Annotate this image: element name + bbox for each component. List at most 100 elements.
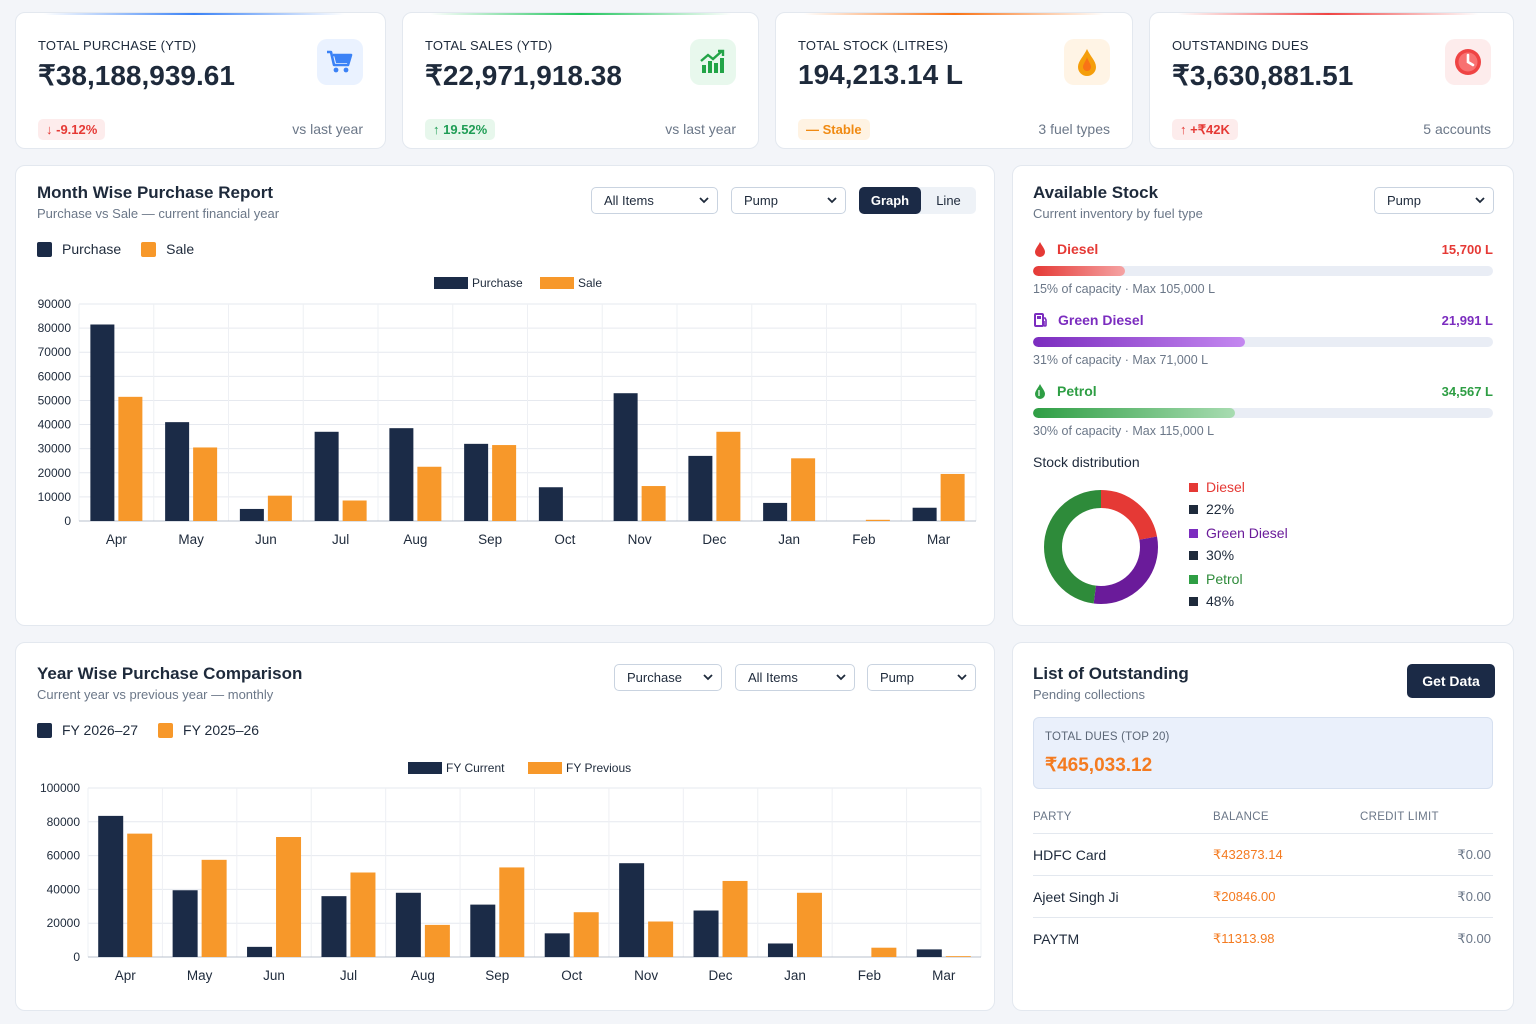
dist-legend-petrol: Petrol xyxy=(1189,571,1243,587)
bar-sale xyxy=(118,396,143,521)
x-tick-label: Sep xyxy=(478,532,502,547)
x-tick-label: Nov xyxy=(628,532,652,547)
kpi-note: 5 accounts xyxy=(1423,121,1491,137)
fuel-pump-icon xyxy=(1034,313,1047,327)
y-tick-label: 10000 xyxy=(38,490,72,504)
graph-toggle-button[interactable]: Graph xyxy=(859,187,921,214)
month-purchase-chart: 0 10000 20000 30000 40000 50000 60000 70000 8000… xyxy=(38,276,977,547)
chevron-down-icon xyxy=(957,674,967,681)
column-header-credit-limit: CREDIT LIMIT xyxy=(1360,811,1439,823)
chevron-down-icon xyxy=(827,197,837,204)
bar-sale xyxy=(865,519,890,521)
outstanding-panel: List of Outstanding Pending collections … xyxy=(1012,642,1514,1011)
bar-purchase xyxy=(763,502,788,521)
chart-legend: Purchase Sale xyxy=(37,241,194,257)
y-tick-label: 80000 xyxy=(47,815,81,829)
kpi-label: OUTSTANDING DUES xyxy=(1172,38,1309,53)
month-purchase-panel: Month Wise Purchase Report Purchase vs S… xyxy=(15,165,995,626)
bar-sale xyxy=(641,486,666,521)
table-row[interactable]: Ajeet Singh Ji ₹20846.00 ₹0.00 xyxy=(1033,875,1493,917)
x-tick-label: Jun xyxy=(255,532,277,547)
bar-fy-previous xyxy=(276,837,302,957)
stock-distribution-donut xyxy=(1044,490,1158,604)
pump-select[interactable]: Pump xyxy=(1374,187,1494,214)
bar-fy-current xyxy=(619,863,645,957)
y-tick-label: 20000 xyxy=(47,916,81,930)
panel-title: Available Stock xyxy=(1033,183,1159,202)
clock-icon xyxy=(1445,39,1491,85)
panel-title: List of Outstanding xyxy=(1033,664,1189,683)
year-comparison-chart: 0 20000 40000 60000 80000 100000 Apr May Jun Jul A… xyxy=(40,761,982,983)
kpi-card-total-sales: TOTAL SALES (YTD) ₹22,971,918.38 ↑ 19.52… xyxy=(402,12,759,149)
bar-fy-previous xyxy=(796,892,822,957)
bar-fy-previous xyxy=(499,867,525,957)
line-toggle-button[interactable]: Line xyxy=(936,193,961,208)
kpi-value: ₹3,630,881.51 xyxy=(1172,60,1354,91)
x-tick-label: Oct xyxy=(561,968,582,983)
x-tick-label: Apr xyxy=(106,532,128,547)
x-tick-label: Jul xyxy=(332,532,349,547)
available-stock-panel: Available Stock Current inventory by fue… xyxy=(1012,165,1514,626)
cart-icon xyxy=(317,39,363,85)
pump-select[interactable]: Pump xyxy=(731,187,846,214)
x-tick-label: Jan xyxy=(784,968,806,983)
kpi-note: vs last year xyxy=(292,121,363,137)
y-tick-label: 100000 xyxy=(40,781,80,795)
kpi-value: 194,213.14 L xyxy=(798,59,964,90)
x-tick-label: Feb xyxy=(858,968,881,983)
x-tick-label: Sep xyxy=(485,968,509,983)
y-tick-label: 60000 xyxy=(38,369,72,383)
bar-fy-current xyxy=(544,933,570,957)
fuel-value: 21,991 L xyxy=(1441,313,1493,328)
y-tick-label: 80000 xyxy=(38,321,72,335)
kpi-card-total-purchase: TOTAL PURCHASE (YTD) ₹38,188,939.61 ↓ -9… xyxy=(15,12,386,149)
y-tick-label: 90000 xyxy=(38,297,72,311)
bar-fy-current xyxy=(395,892,421,957)
y-tick-label: 0 xyxy=(73,950,80,964)
bar-sale xyxy=(342,500,367,521)
bar-fy-current xyxy=(767,943,793,957)
bar-purchase xyxy=(613,393,638,521)
leaf-drop-icon xyxy=(1035,384,1045,399)
items-select[interactable]: All Items xyxy=(591,187,718,214)
kpi-note: 3 fuel types xyxy=(1038,121,1110,137)
fuel-name-green-diesel: Green Diesel xyxy=(1033,312,1144,328)
fuel-name-petrol: Petrol xyxy=(1033,383,1097,399)
bar-purchase xyxy=(314,431,339,521)
bar-fy-current xyxy=(916,949,942,957)
credit-limit-value: ₹0.00 xyxy=(1457,847,1491,862)
bar-sale xyxy=(492,445,517,521)
panel-subtitle: Current year vs previous year — monthly xyxy=(37,687,274,702)
chevron-down-icon xyxy=(703,674,713,681)
x-tick-label: Dec xyxy=(702,532,726,547)
column-header-balance: BALANCE xyxy=(1213,811,1269,823)
items-select[interactable]: All Items xyxy=(735,664,855,691)
credit-limit-value: ₹0.00 xyxy=(1457,889,1491,904)
chart-up-icon xyxy=(690,39,736,85)
kpi-card-total-stock: TOTAL STOCK (LITRES) 194,213.14 L — Stab… xyxy=(775,12,1133,149)
legend-label: Purchase xyxy=(472,276,523,290)
kpi-label: TOTAL STOCK (LITRES) xyxy=(798,38,949,53)
x-tick-label: Nov xyxy=(634,968,658,983)
kpi-change-badge: ↑ 19.52% xyxy=(425,119,496,140)
pump-select[interactable]: Pump xyxy=(867,664,976,691)
bar-sale xyxy=(940,473,965,521)
balance-value: ₹20846.00 xyxy=(1213,889,1276,904)
table-row[interactable]: PAYTM ₹11313.98 ₹0.00 xyxy=(1033,917,1493,959)
fuel-capacity: 31% of capacity · Max 71,000 L xyxy=(1033,353,1209,367)
year-comparison-panel: Year Wise Purchase Comparison Current ye… xyxy=(15,642,995,1011)
table-row[interactable]: HDFC Card ₹432873.14 ₹0.00 xyxy=(1033,833,1493,875)
kpi-change-badge: — Stable xyxy=(798,119,870,140)
get-data-button[interactable]: Get Data xyxy=(1407,664,1495,698)
bar-fy-previous xyxy=(350,872,376,957)
distribution-title: Stock distribution xyxy=(1033,454,1140,470)
chevron-down-icon xyxy=(1475,197,1485,204)
column-header-party: PARTY xyxy=(1033,811,1072,823)
kpi-value: ₹38,188,939.61 xyxy=(38,60,235,91)
type-select[interactable]: Purchase xyxy=(614,664,722,691)
panel-subtitle: Current inventory by fuel type xyxy=(1033,206,1203,221)
x-tick-label: Aug xyxy=(403,532,427,547)
kpi-note: vs last year xyxy=(665,121,736,137)
bar-sale xyxy=(267,495,292,521)
bar-fy-previous xyxy=(127,833,153,957)
